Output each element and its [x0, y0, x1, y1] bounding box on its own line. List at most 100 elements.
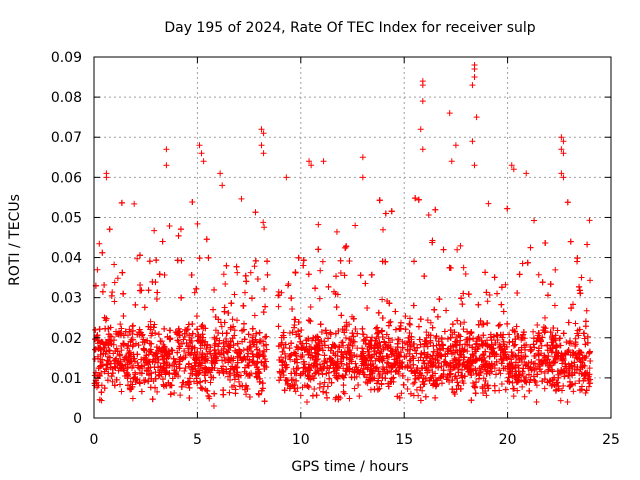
roti-point [168, 382, 175, 389]
roti-point [371, 348, 378, 355]
roti-point [169, 375, 176, 382]
roti-point [317, 321, 324, 328]
roti-point [532, 379, 539, 386]
roti-point [539, 357, 546, 364]
roti-point [205, 254, 212, 261]
roti-point [99, 356, 106, 363]
roti-point [105, 325, 112, 332]
roti-point [383, 331, 390, 338]
roti-point [355, 382, 362, 389]
roti-point [568, 340, 575, 347]
roti-point [443, 361, 450, 368]
roti-point [551, 353, 558, 360]
roti-point [138, 388, 145, 395]
roti-point [302, 346, 309, 353]
roti-point [145, 287, 152, 294]
roti-point [240, 320, 247, 327]
roti-point [212, 357, 219, 364]
roti-point [231, 376, 238, 383]
roti-point [221, 319, 228, 326]
roti-point [557, 335, 564, 342]
roti-point [254, 346, 261, 353]
roti-point [498, 301, 505, 308]
roti-point [440, 246, 447, 253]
roti-point [194, 337, 201, 344]
roti-point [194, 348, 201, 355]
roti-point [472, 357, 479, 364]
roti-point [513, 323, 520, 330]
roti-point [338, 312, 345, 319]
roti-point [375, 309, 382, 316]
roti-point [118, 388, 125, 395]
roti-point [475, 301, 482, 308]
roti-point [207, 350, 214, 357]
roti-point [97, 351, 104, 358]
roti-point [421, 349, 428, 356]
roti-point [99, 249, 106, 256]
roti-point [186, 394, 193, 401]
roti-point [493, 358, 500, 365]
roti-point [475, 334, 482, 341]
roti-point [579, 363, 586, 370]
roti-point [226, 389, 233, 396]
roti-point [339, 326, 346, 333]
roti-point [201, 372, 208, 379]
roti-point [353, 364, 360, 371]
roti-point [151, 364, 158, 371]
roti-point [429, 352, 436, 359]
roti-point [520, 365, 527, 372]
roti-point [316, 295, 323, 302]
roti-point [552, 349, 559, 356]
roti-point [511, 329, 518, 336]
roti-point [323, 370, 330, 377]
roti-point [305, 317, 312, 324]
roti-point [451, 329, 458, 336]
roti-point [392, 326, 399, 333]
roti-point [140, 336, 147, 343]
roti-point [454, 246, 461, 253]
roti-point [349, 342, 356, 349]
roti-point [97, 345, 104, 352]
roti-point [343, 361, 350, 368]
roti-point [254, 358, 261, 365]
roti-point [587, 358, 594, 365]
roti-point [240, 347, 247, 354]
roti-point [151, 227, 158, 234]
roti-point [419, 365, 426, 372]
roti-point [322, 357, 329, 364]
roti-point [563, 339, 570, 346]
roti-point [253, 373, 260, 380]
roti-point [379, 334, 386, 341]
roti-point [385, 343, 392, 350]
roti-point [304, 372, 311, 379]
roti-point [405, 334, 412, 341]
roti-point [225, 309, 232, 316]
roti-point [384, 353, 391, 360]
roti-point [333, 273, 340, 280]
roti-point [447, 264, 454, 271]
roti-point [520, 329, 527, 336]
roti-point [221, 308, 228, 315]
roti-point [427, 337, 434, 344]
roti-point [410, 380, 417, 387]
roti-point [259, 380, 266, 387]
roti-point [395, 336, 402, 343]
roti-point [181, 368, 188, 375]
roti-point [286, 385, 293, 392]
roti-point [325, 283, 332, 290]
roti-point [111, 298, 118, 305]
roti-point [343, 322, 350, 329]
roti-point [312, 370, 319, 377]
roti-point [468, 329, 475, 336]
roti-point [417, 354, 424, 361]
roti-point [105, 331, 112, 338]
roti-point [313, 356, 320, 363]
roti-point [466, 368, 473, 375]
roti-point [565, 372, 572, 379]
roti-point [189, 345, 196, 352]
roti-point [578, 274, 585, 281]
roti-point [492, 339, 499, 346]
roti-point [433, 342, 440, 349]
roti-point [319, 347, 326, 354]
roti-point [586, 365, 593, 372]
